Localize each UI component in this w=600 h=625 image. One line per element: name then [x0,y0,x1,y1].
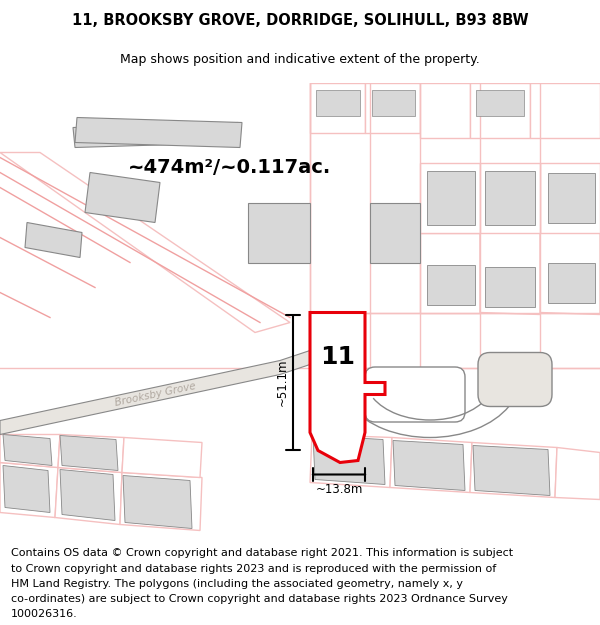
Polygon shape [365,82,420,132]
Polygon shape [122,438,202,478]
FancyBboxPatch shape [478,352,552,406]
Polygon shape [393,441,465,491]
Text: ~13.8m: ~13.8m [316,483,362,496]
Polygon shape [58,434,124,472]
Polygon shape [0,462,58,518]
Polygon shape [555,448,600,499]
Polygon shape [548,173,595,222]
Polygon shape [316,89,360,116]
Polygon shape [548,262,595,302]
Polygon shape [427,264,475,304]
Polygon shape [540,162,600,232]
Polygon shape [313,436,385,484]
Polygon shape [372,89,415,116]
Text: co-ordinates) are subject to Crown copyright and database rights 2023 Ordnance S: co-ordinates) are subject to Crown copyr… [11,594,508,604]
Polygon shape [60,469,115,521]
Text: 11, BROOKSBY GROVE, DORRIDGE, SOLIHULL, B93 8BW: 11, BROOKSBY GROVE, DORRIDGE, SOLIHULL, … [71,13,529,28]
Polygon shape [85,173,160,222]
Polygon shape [390,438,472,493]
Text: ~51.1m: ~51.1m [275,359,289,406]
Polygon shape [3,434,52,466]
Polygon shape [3,466,50,512]
Text: 100026316.: 100026316. [11,609,77,619]
Text: Contains OS data © Crown copyright and database right 2021. This information is : Contains OS data © Crown copyright and d… [11,548,513,558]
Polygon shape [55,468,122,524]
Text: ~474m²/~0.117ac.: ~474m²/~0.117ac. [128,158,332,177]
Polygon shape [480,162,540,232]
Polygon shape [370,202,420,262]
Polygon shape [470,82,530,138]
Polygon shape [25,222,82,258]
Polygon shape [485,171,535,224]
Polygon shape [123,476,192,529]
FancyBboxPatch shape [365,367,465,422]
Polygon shape [0,152,290,332]
Polygon shape [540,232,600,314]
Polygon shape [420,162,480,232]
Polygon shape [427,171,475,224]
Text: Brooksby Grove: Brooksby Grove [113,381,196,408]
Polygon shape [420,82,470,138]
Polygon shape [0,351,310,434]
Text: HM Land Registry. The polygons (including the associated geometry, namely x, y: HM Land Registry. The polygons (includin… [11,579,463,589]
Polygon shape [485,266,535,306]
Polygon shape [120,472,202,531]
Polygon shape [0,434,60,468]
Polygon shape [473,446,550,496]
Polygon shape [420,232,480,312]
Polygon shape [476,89,524,116]
Polygon shape [73,122,240,148]
Polygon shape [470,442,557,498]
Polygon shape [75,118,242,148]
Polygon shape [310,82,365,132]
Polygon shape [480,232,540,314]
Polygon shape [248,202,310,262]
Text: to Crown copyright and database rights 2023 and is reproduced with the permissio: to Crown copyright and database rights 2… [11,564,496,574]
Polygon shape [60,436,118,471]
Text: Map shows position and indicative extent of the property.: Map shows position and indicative extent… [120,53,480,66]
Text: 11: 11 [320,346,355,369]
Polygon shape [310,434,392,488]
Polygon shape [310,312,385,462]
Polygon shape [530,82,600,138]
